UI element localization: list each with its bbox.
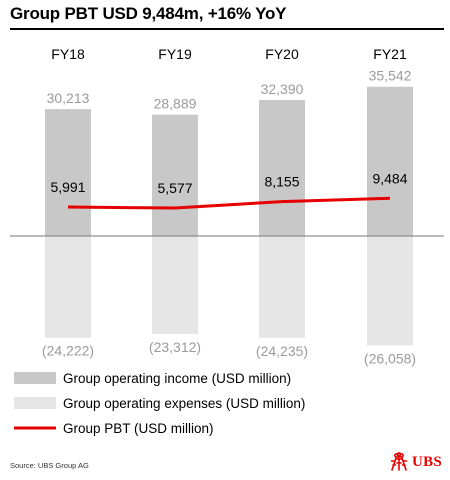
income-bar-fy19 <box>152 114 198 236</box>
category-label-fy19: FY19 <box>158 46 192 62</box>
chart-title: Group PBT USD 9,484m, +16% YoY <box>10 4 287 23</box>
pbt-value-label: 5,991 <box>50 179 85 195</box>
pbt-line <box>67 196 391 210</box>
pbt-value-label: 9,484 <box>372 170 407 186</box>
income-bar-fy18 <box>45 109 91 236</box>
legend-swatch-income <box>14 372 56 384</box>
category-label-fy18: FY18 <box>51 46 85 62</box>
ubs-logo: UBS <box>388 452 442 472</box>
expenses-bar-fy20 <box>259 236 305 338</box>
pbt-value-label: 5,577 <box>157 180 192 196</box>
source-note: Source: UBS Group AG <box>10 461 89 470</box>
expenses-value-label: (24,235) <box>256 343 308 359</box>
pbt-value-label: 8,155 <box>264 174 299 190</box>
expenses-bar-fy19 <box>152 236 198 334</box>
income-bar-fy20 <box>259 99 305 236</box>
ubs-wordmark: UBS <box>412 453 443 470</box>
category-label-fy21: FY21 <box>373 46 407 62</box>
expenses-value-label: (24,222) <box>42 343 94 359</box>
title-divider <box>10 28 444 30</box>
legend-label-expenses: Group operating expenses (USD million) <box>63 396 305 411</box>
ubs-keys-icon <box>390 452 408 471</box>
expenses-value-label: (23,312) <box>149 339 201 355</box>
expenses-bar-fy21 <box>367 236 413 346</box>
expenses-value-label: (26,058) <box>364 350 416 366</box>
chart: FY18 FY19 FY20 FY21 30,213 (24,222) 28,889 (23… <box>10 46 444 436</box>
legend-label-pbt: Group PBT (USD million) <box>63 421 214 436</box>
income-value-label: 30,213 <box>47 90 90 106</box>
income-value-label: 32,390 <box>261 81 304 97</box>
category-label-fy20: FY20 <box>265 46 299 62</box>
income-value-label: 35,542 <box>369 68 412 84</box>
income-bar-fy21 <box>367 86 413 236</box>
legend-swatch-expenses <box>14 397 56 409</box>
legend-label-income: Group operating income (USD million) <box>63 371 291 386</box>
expenses-bar-fy18 <box>45 236 91 338</box>
income-value-label: 28,889 <box>154 96 197 112</box>
